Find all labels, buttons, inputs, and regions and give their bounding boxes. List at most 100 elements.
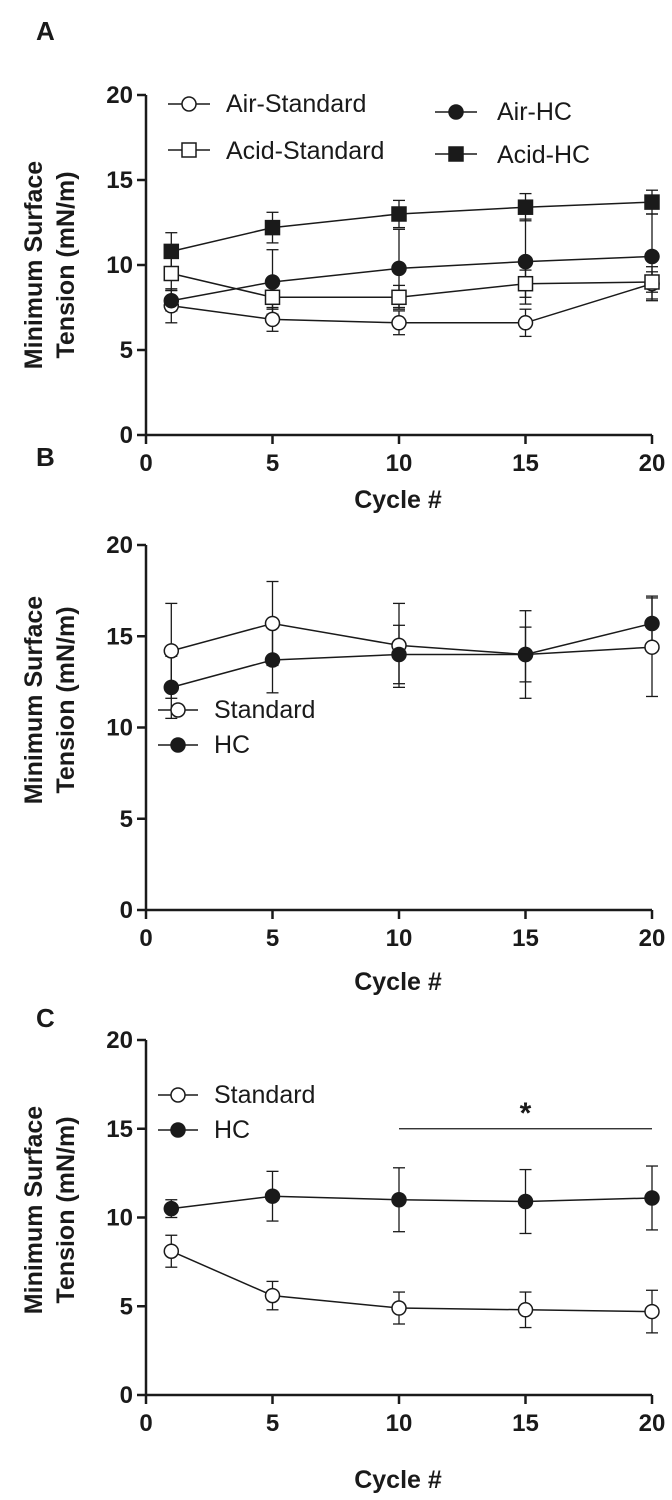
series-acid-standard [165, 255, 658, 310]
data-point-open-circle [391, 1300, 407, 1316]
y-tick-label: 5 [120, 337, 133, 364]
data-point-open-circle [163, 643, 180, 659]
data-point-open-circle [644, 1303, 660, 1320]
y-tick-label: 5 [120, 806, 133, 833]
data-point-filled-circle [517, 1193, 534, 1210]
legend-item-standard: Standard [158, 696, 315, 724]
data-point-filled-square [644, 194, 660, 210]
data-point-filled-circle [391, 260, 407, 277]
data-point-filled-square [391, 206, 407, 222]
x-tick-label: 15 [512, 1410, 539, 1437]
y-tick-label: 15 [106, 623, 133, 650]
legend-marker-filled-circle [170, 1122, 186, 1138]
y-tick-label: 20 [106, 1027, 133, 1054]
data-point-open-circle [264, 311, 281, 328]
series-hc [165, 1165, 658, 1235]
y-axis-title-line-1: Minimum Surface [20, 596, 48, 804]
data-point-open-square [264, 289, 281, 306]
legend-label: Air-Standard [226, 90, 366, 118]
y-tick-label: 20 [106, 82, 133, 109]
y-axis-title-line-1: Minimum Surface [20, 161, 48, 369]
x-tick-label: 0 [139, 450, 152, 477]
legend-item-acid-hc: Acid-HC [435, 141, 590, 169]
series-line [171, 255, 653, 302]
legend-marker-filled-circle [170, 737, 186, 753]
legend-marker-open-circle [181, 96, 197, 112]
x-axis-title: Cycle # [354, 968, 442, 996]
y-tick-label: 10 [106, 252, 133, 279]
data-point-filled-circle [163, 292, 180, 309]
x-tick-label: 5 [266, 450, 279, 477]
data-point-open-circle [163, 1243, 180, 1259]
data-point-open-square [644, 274, 660, 290]
series-line [170, 1250, 653, 1313]
data-point-open-square [391, 289, 407, 306]
legend-label: Standard [214, 696, 315, 724]
series-line [171, 1195, 653, 1210]
legend: Standard HC [158, 696, 315, 759]
x-tick-label: 5 [266, 925, 279, 952]
significance-marker: * [520, 1097, 532, 1130]
data-point-filled-square [517, 199, 534, 215]
panel-a-plot: 0 5 10 15 20 0 5 10 15 20 [106, 82, 665, 477]
legend-marker-filled-circle [448, 104, 464, 120]
y-axis-title-line-2: Tension (mN/m) [52, 171, 80, 358]
x-tick-label: 10 [386, 925, 413, 952]
panel-label: A [36, 16, 55, 46]
series-acid-hc [165, 189, 658, 271]
data-point-filled-circle [517, 253, 534, 270]
x-tick-label: 15 [512, 450, 539, 477]
y-tick-label: 10 [106, 715, 133, 742]
legend-item-hc: HC [158, 1116, 250, 1144]
data-point-filled-circle [391, 1192, 407, 1208]
data-point-open-circle [264, 1287, 281, 1304]
data-point-open-square [163, 265, 180, 282]
panel-b: B 0 5 10 15 20 0 5 10 15 20 Cycle # Minimum Surfa… [20, 442, 665, 996]
legend-label: Acid-Standard [226, 137, 384, 165]
legend-item-air-standard: Air-Standard [168, 90, 366, 118]
y-tick-label: 15 [106, 1116, 133, 1143]
panel-b-plot: 0 5 10 15 20 0 5 10 15 20 [106, 532, 665, 952]
legend-label: HC [214, 1116, 250, 1144]
data-point-open-circle [517, 1302, 534, 1318]
x-tick-label: 20 [639, 1410, 666, 1437]
y-tick-label: 0 [120, 897, 133, 924]
x-axis-title: Cycle # [354, 486, 442, 514]
data-point-filled-circle [644, 248, 660, 265]
series-line [171, 201, 653, 253]
data-point-filled-circle [163, 1200, 180, 1217]
data-point-open-circle [391, 315, 407, 331]
x-tick-label: 15 [512, 925, 539, 952]
data-point-filled-circle [391, 646, 407, 663]
legend-item-air-hc: Air-HC [435, 98, 572, 126]
data-point-filled-circle [163, 679, 180, 696]
data-point-open-circle [264, 615, 281, 632]
panel-c-plot: 0 5 10 15 20 0 5 10 15 20 * [106, 1027, 665, 1437]
y-tick-label: 10 [106, 1205, 133, 1232]
panel-label: B [36, 442, 55, 472]
x-tick-label: 10 [386, 1410, 413, 1437]
legend-label: Acid-HC [497, 141, 590, 169]
data-point-filled-circle [517, 646, 534, 663]
x-tick-label: 20 [639, 925, 666, 952]
legend-item-standard: Standard [158, 1081, 315, 1109]
data-point-filled-circle [644, 1190, 660, 1206]
legend-label: HC [214, 731, 250, 759]
legend-marker-open-circle [170, 1087, 186, 1103]
legend: Standard HC [158, 1081, 315, 1144]
data-point-filled-circle [264, 652, 281, 668]
legend: Air-Standard Acid-Standard Air-HC Acid-H… [168, 90, 590, 169]
y-tick-label: 20 [106, 532, 133, 559]
markers-hc [163, 615, 660, 696]
panel-label: C [36, 1003, 55, 1033]
series-standard [165, 1234, 658, 1334]
panel-c: C 0 5 10 15 20 0 5 10 15 20 * Cycle # Minimum Surf… [20, 1003, 665, 1494]
data-point-filled-circle [264, 1188, 281, 1204]
legend-label: Standard [214, 1081, 315, 1109]
x-tick-label: 5 [266, 1410, 279, 1437]
markers-air-standard [163, 275, 660, 331]
y-tick-label: 0 [120, 1382, 133, 1409]
legend-marker-open-square [181, 142, 197, 158]
data-point-filled-square [163, 243, 180, 260]
